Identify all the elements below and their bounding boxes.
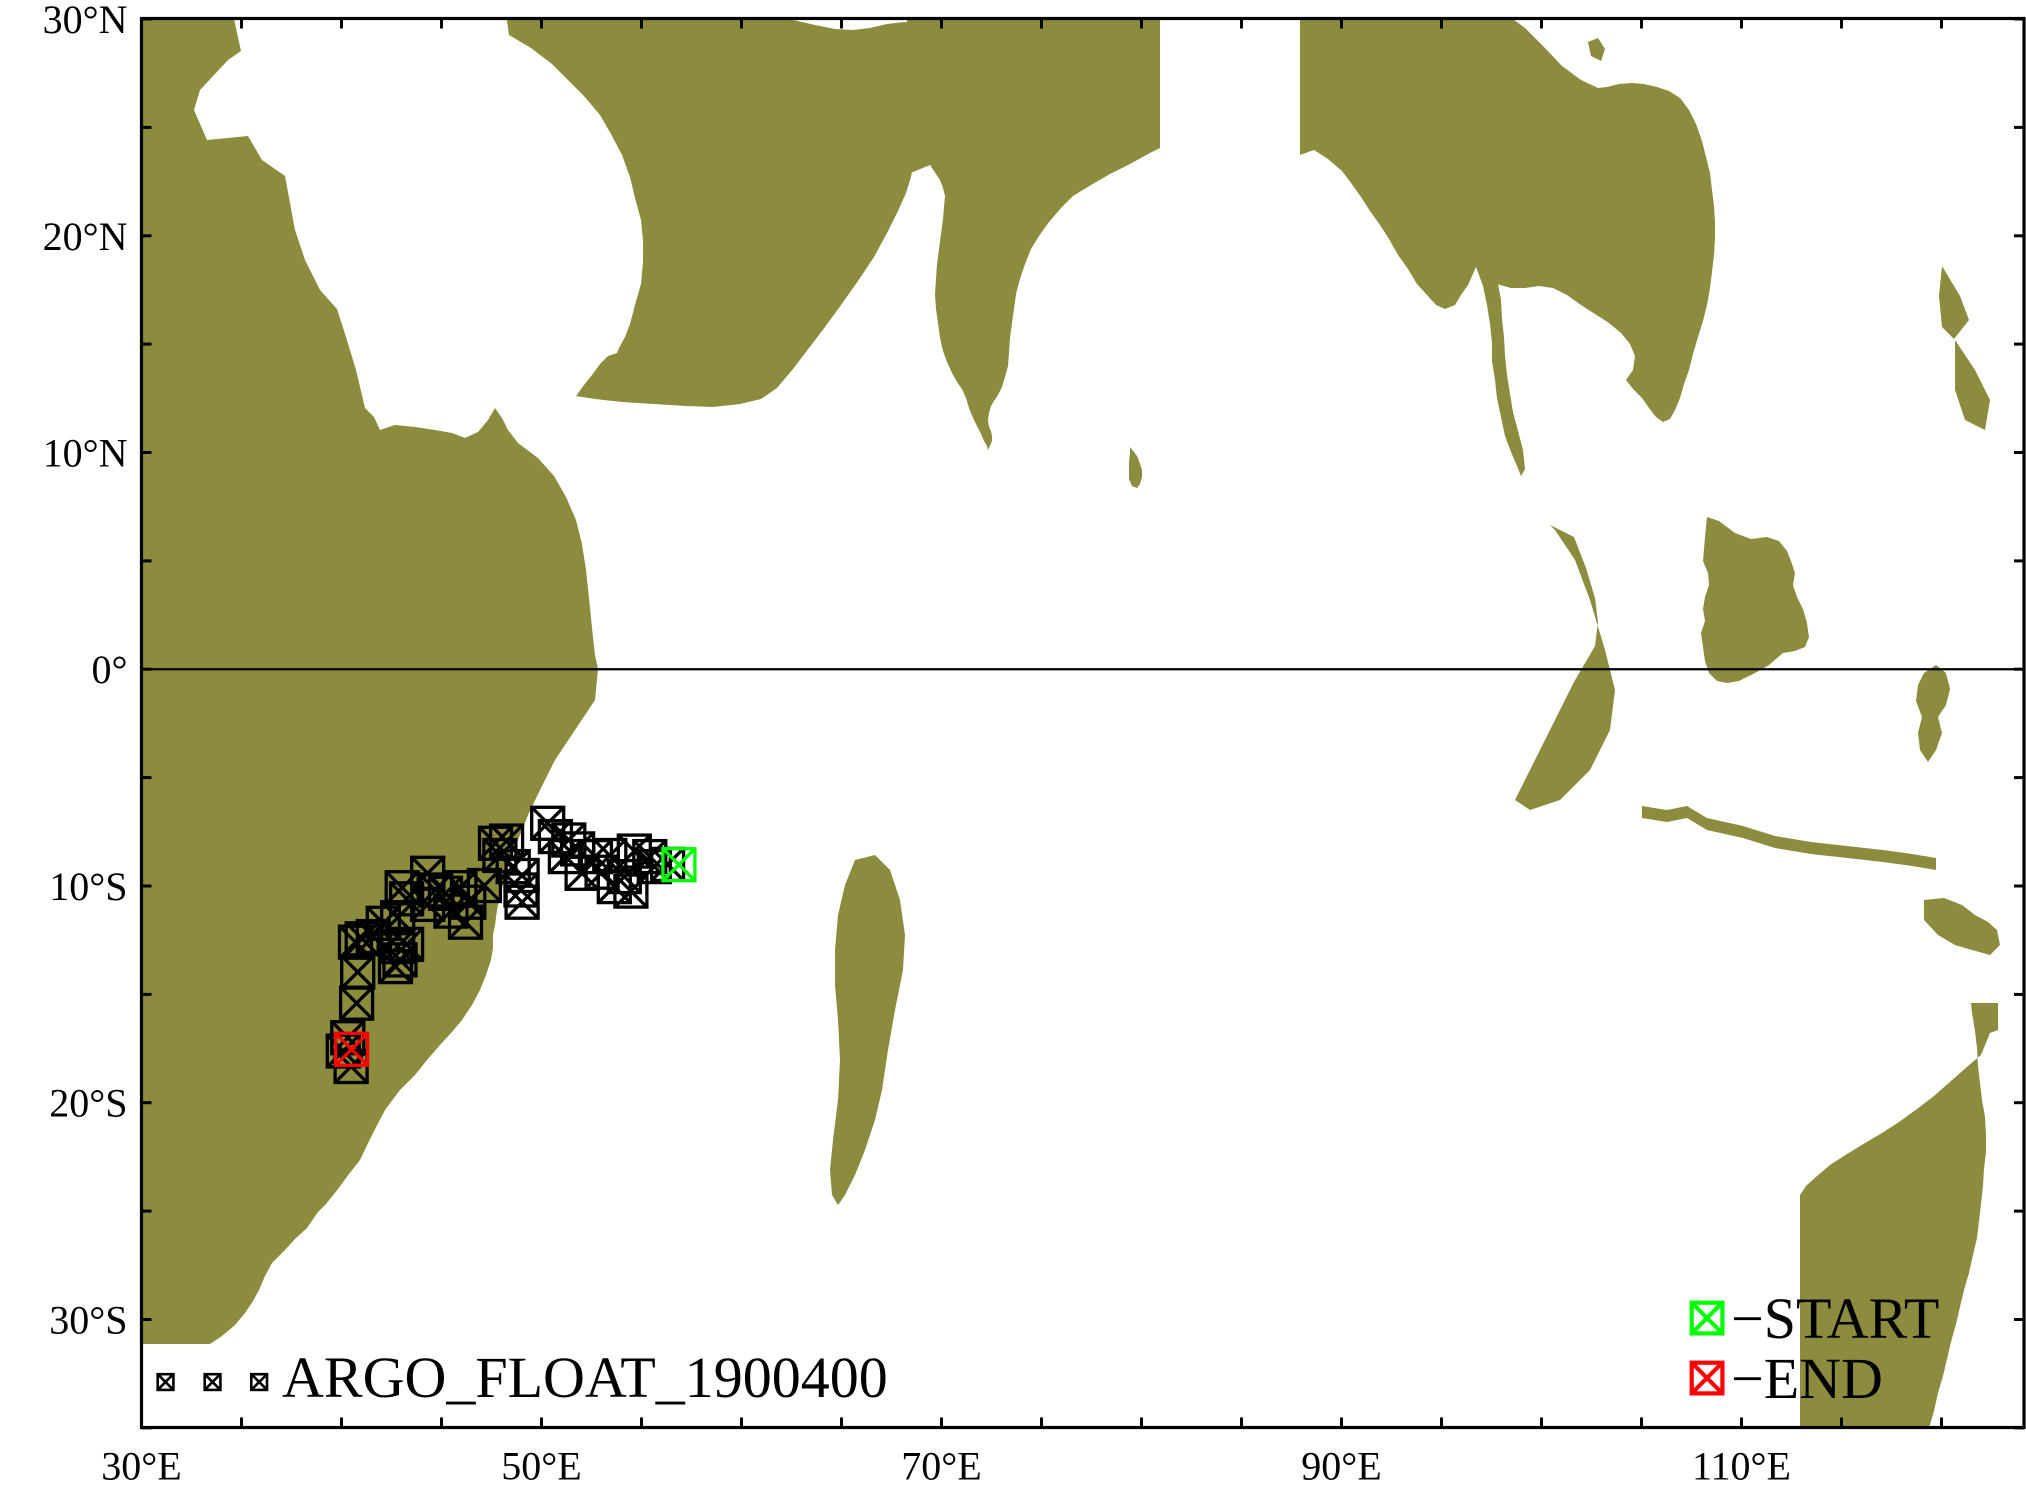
svg-text:−END: −END [1731,1346,1883,1411]
svg-text:20°N: 20°N [43,214,128,259]
svg-text:30°N: 30°N [43,0,128,42]
svg-text:50°E: 50°E [501,1444,581,1489]
svg-text:−START: −START [1731,1286,1939,1351]
svg-text:90°E: 90°E [1301,1444,1381,1489]
svg-text:110°E: 110°E [1692,1444,1791,1489]
svg-text:20°S: 20°S [49,1081,127,1126]
svg-text:10°S: 10°S [49,864,127,909]
svg-text:0°: 0° [92,647,128,692]
svg-text:10°N: 10°N [43,431,128,476]
svg-text:70°E: 70°E [901,1444,981,1489]
svg-text:30°E: 30°E [101,1444,181,1489]
svg-text:ARGO_FLOAT_1900400: ARGO_FLOAT_1900400 [282,1345,888,1410]
svg-text:30°S: 30°S [49,1298,127,1343]
